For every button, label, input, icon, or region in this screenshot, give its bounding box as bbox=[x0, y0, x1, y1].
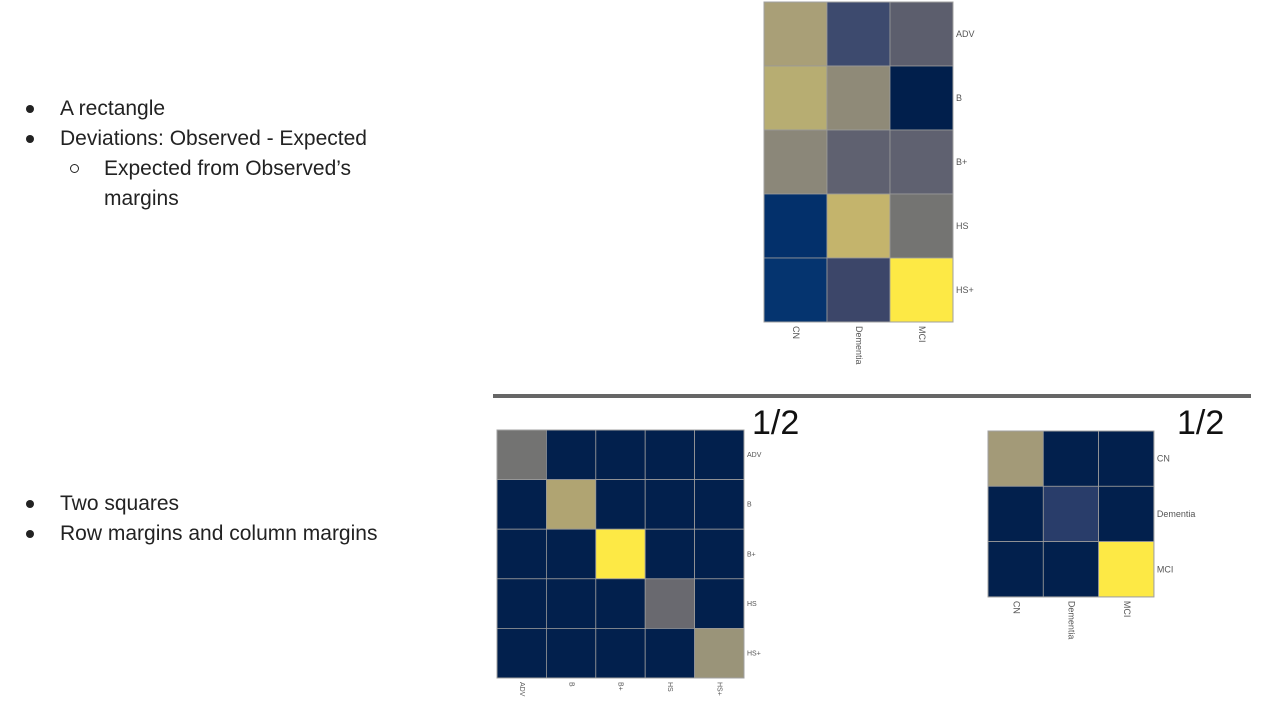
column-label: CN bbox=[791, 326, 801, 339]
row-label: B bbox=[956, 93, 962, 103]
heatmap-cell bbox=[1098, 541, 1155, 598]
heatmap-cell bbox=[644, 479, 696, 530]
hollow-bullet-icon bbox=[70, 164, 79, 173]
heatmap-cell bbox=[496, 628, 547, 679]
heatmap-cell bbox=[1042, 485, 1100, 542]
heatmap-cell bbox=[826, 257, 891, 323]
column-label: B bbox=[567, 682, 574, 687]
heatmap-cell bbox=[763, 1, 828, 67]
heatmap-cell bbox=[987, 430, 1044, 487]
heatmap-cell bbox=[763, 65, 828, 131]
bullet-item: Deviations: Observed - Expected bbox=[26, 124, 404, 154]
row-label: B+ bbox=[956, 157, 967, 167]
row-label: Dementia bbox=[1157, 509, 1196, 519]
heatmap-cell bbox=[546, 528, 597, 580]
row-label: CN bbox=[1157, 454, 1170, 464]
bullet-icon bbox=[26, 500, 34, 508]
bullet-item: Two squares bbox=[26, 489, 377, 519]
heatmap-cell bbox=[595, 429, 646, 480]
row-label: B bbox=[747, 502, 752, 509]
heatmap-cell bbox=[826, 129, 891, 195]
heatmap-cell bbox=[644, 429, 696, 480]
column-label: B+ bbox=[617, 682, 624, 691]
heatmap-cell bbox=[546, 628, 597, 679]
row-label: B+ bbox=[747, 551, 756, 558]
heatmap-cell bbox=[987, 485, 1044, 542]
row-label: HS bbox=[956, 221, 969, 231]
heatmap-cell bbox=[1098, 485, 1155, 542]
bullet-icon bbox=[26, 530, 34, 538]
heatmap-cell bbox=[889, 193, 954, 259]
heatmap-cell bbox=[546, 429, 597, 480]
heatmap-cell bbox=[889, 129, 954, 195]
heatmap-cell bbox=[694, 628, 745, 679]
heatmap-cell bbox=[889, 257, 954, 323]
heatmap-cell bbox=[694, 578, 745, 629]
heatmap-cell bbox=[595, 528, 646, 580]
row-label: MCI bbox=[1157, 564, 1174, 574]
column-label: Dementia bbox=[1067, 601, 1077, 640]
heatmap-cell bbox=[496, 429, 547, 480]
heatmap-cell bbox=[763, 193, 828, 259]
row-label: HS+ bbox=[956, 285, 974, 295]
bullet-item: A rectangle bbox=[26, 94, 404, 124]
heatmap-cell bbox=[763, 129, 828, 195]
horizontal-divider bbox=[493, 394, 1251, 398]
heatmap-cell bbox=[1098, 430, 1155, 487]
column-label: Dementia bbox=[854, 326, 864, 365]
heatmap-cell bbox=[496, 528, 547, 580]
row-label: HS bbox=[747, 601, 757, 608]
heatmap-cell bbox=[889, 65, 954, 131]
fraction-right: 1/2 bbox=[1177, 404, 1225, 442]
column-label: CN bbox=[1011, 601, 1021, 614]
column-label: HS+ bbox=[715, 682, 722, 696]
bullet-text: Deviations: Observed - Expected bbox=[60, 127, 367, 150]
column-label: ADV bbox=[518, 682, 525, 697]
heatmap-cell bbox=[694, 528, 745, 580]
heatmap-cell bbox=[826, 65, 891, 131]
heatmap-border bbox=[763, 1, 954, 323]
heatmap-border bbox=[987, 430, 1155, 598]
heatmap-cell bbox=[826, 1, 891, 67]
row-label: HS+ bbox=[747, 651, 761, 658]
heatmap-cell bbox=[694, 429, 745, 480]
heatmap-cell bbox=[763, 257, 828, 323]
heatmap-cell bbox=[546, 479, 597, 530]
bullet-icon bbox=[26, 105, 34, 113]
column-label: HS bbox=[666, 682, 673, 692]
column-label: MCI bbox=[1122, 601, 1132, 618]
heatmap-cell bbox=[644, 578, 696, 629]
bullet-text: Expected from Observed’s margins bbox=[104, 157, 352, 210]
heatmap-cell bbox=[644, 528, 696, 580]
row-label: ADV bbox=[956, 29, 975, 39]
bullet-item: Expected from Observed’s margins bbox=[70, 154, 404, 214]
bullet-list-top: A rectangle Deviations: Observed - Expect… bbox=[26, 94, 404, 214]
heatmap-cell bbox=[694, 479, 745, 530]
heatmap-cell bbox=[595, 578, 646, 629]
heatmap-cell bbox=[496, 578, 547, 629]
fraction-left: 1/2 bbox=[752, 404, 800, 442]
column-label: MCI bbox=[917, 326, 927, 343]
heatmap-cell bbox=[1042, 541, 1100, 598]
heatmap-cell bbox=[1042, 430, 1100, 487]
heatmap-border bbox=[496, 429, 745, 679]
heatmap-cell bbox=[889, 1, 954, 67]
heatmap-cell bbox=[595, 628, 646, 679]
bullet-list-bottom: Two squares Row margins and column margin… bbox=[26, 489, 377, 549]
bullet-text: Two squares bbox=[60, 492, 180, 515]
heatmap-cell bbox=[644, 628, 696, 679]
heatmap-cell bbox=[595, 479, 646, 530]
bullet-item: Row margins and column margins bbox=[26, 519, 377, 549]
heatmap-cell bbox=[987, 541, 1044, 598]
row-label: ADV bbox=[747, 452, 762, 459]
bullet-text: A rectangle bbox=[60, 97, 166, 120]
heatmap-cell bbox=[826, 193, 891, 259]
bullet-text: Row margins and column margins bbox=[60, 522, 378, 545]
heatmap-cell bbox=[546, 578, 597, 629]
bullet-icon bbox=[26, 135, 34, 143]
heatmap-cell bbox=[496, 479, 547, 530]
